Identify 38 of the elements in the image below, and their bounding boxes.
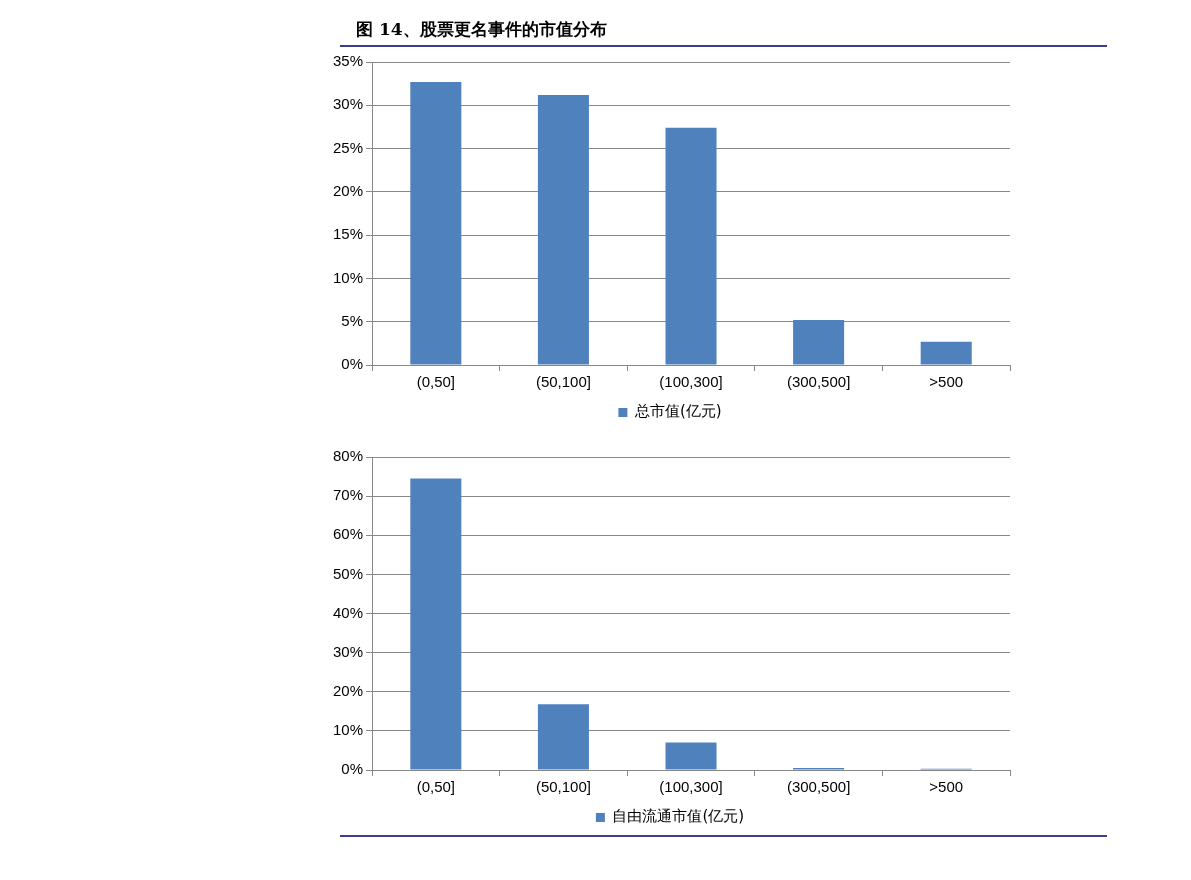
y-tick-label: 70% — [332, 486, 364, 504]
chart-title: 图 14、股票更名事件的市值分布 — [340, 18, 1107, 47]
x-tick-label: (300,500] — [786, 373, 851, 391]
y-tick-label: 0% — [341, 355, 364, 373]
y-tick-label: 35% — [332, 52, 364, 70]
y-tick-label: 20% — [332, 182, 364, 199]
y-tick-label: 5% — [341, 311, 364, 329]
y-tick-label: 30% — [332, 642, 364, 660]
y-tick-label: 10% — [332, 721, 364, 739]
bar — [410, 478, 462, 770]
y-tick-label: 15% — [332, 225, 364, 243]
x-tick-label: (300,500] — [786, 778, 851, 796]
x-tick-label: >500 — [929, 373, 964, 391]
y-tick-label: 30% — [332, 95, 364, 113]
legend-label: 自由流通市值(亿元) — [612, 807, 745, 826]
bar — [920, 341, 972, 365]
y-tick-label: 80% — [332, 447, 364, 465]
bar — [537, 94, 589, 365]
bar — [665, 127, 717, 365]
x-tick-label: >500 — [929, 778, 964, 796]
bar — [793, 319, 845, 365]
x-tick-label: (100,300] — [659, 778, 723, 796]
y-tick-label: 60% — [332, 525, 364, 543]
y-tick-label: 0% — [341, 760, 364, 778]
x-tick-label: (50,100] — [535, 373, 591, 391]
y-tick-label: 10% — [332, 268, 364, 286]
y-tick-label: 40% — [332, 603, 364, 621]
x-tick-label: (0,50] — [416, 373, 455, 391]
bar — [537, 704, 589, 770]
y-tick-label: 25% — [332, 138, 364, 156]
legend-label: 总市值(亿元) — [633, 402, 722, 421]
x-tick-label: (100,300] — [659, 373, 723, 391]
y-tick-label: 20% — [332, 681, 364, 699]
bar — [410, 81, 462, 365]
y-tick-label: 50% — [332, 564, 364, 582]
x-tick-label: (50,100] — [535, 778, 591, 796]
x-tick-label: (0,50] — [416, 778, 455, 796]
bar — [665, 742, 717, 770]
